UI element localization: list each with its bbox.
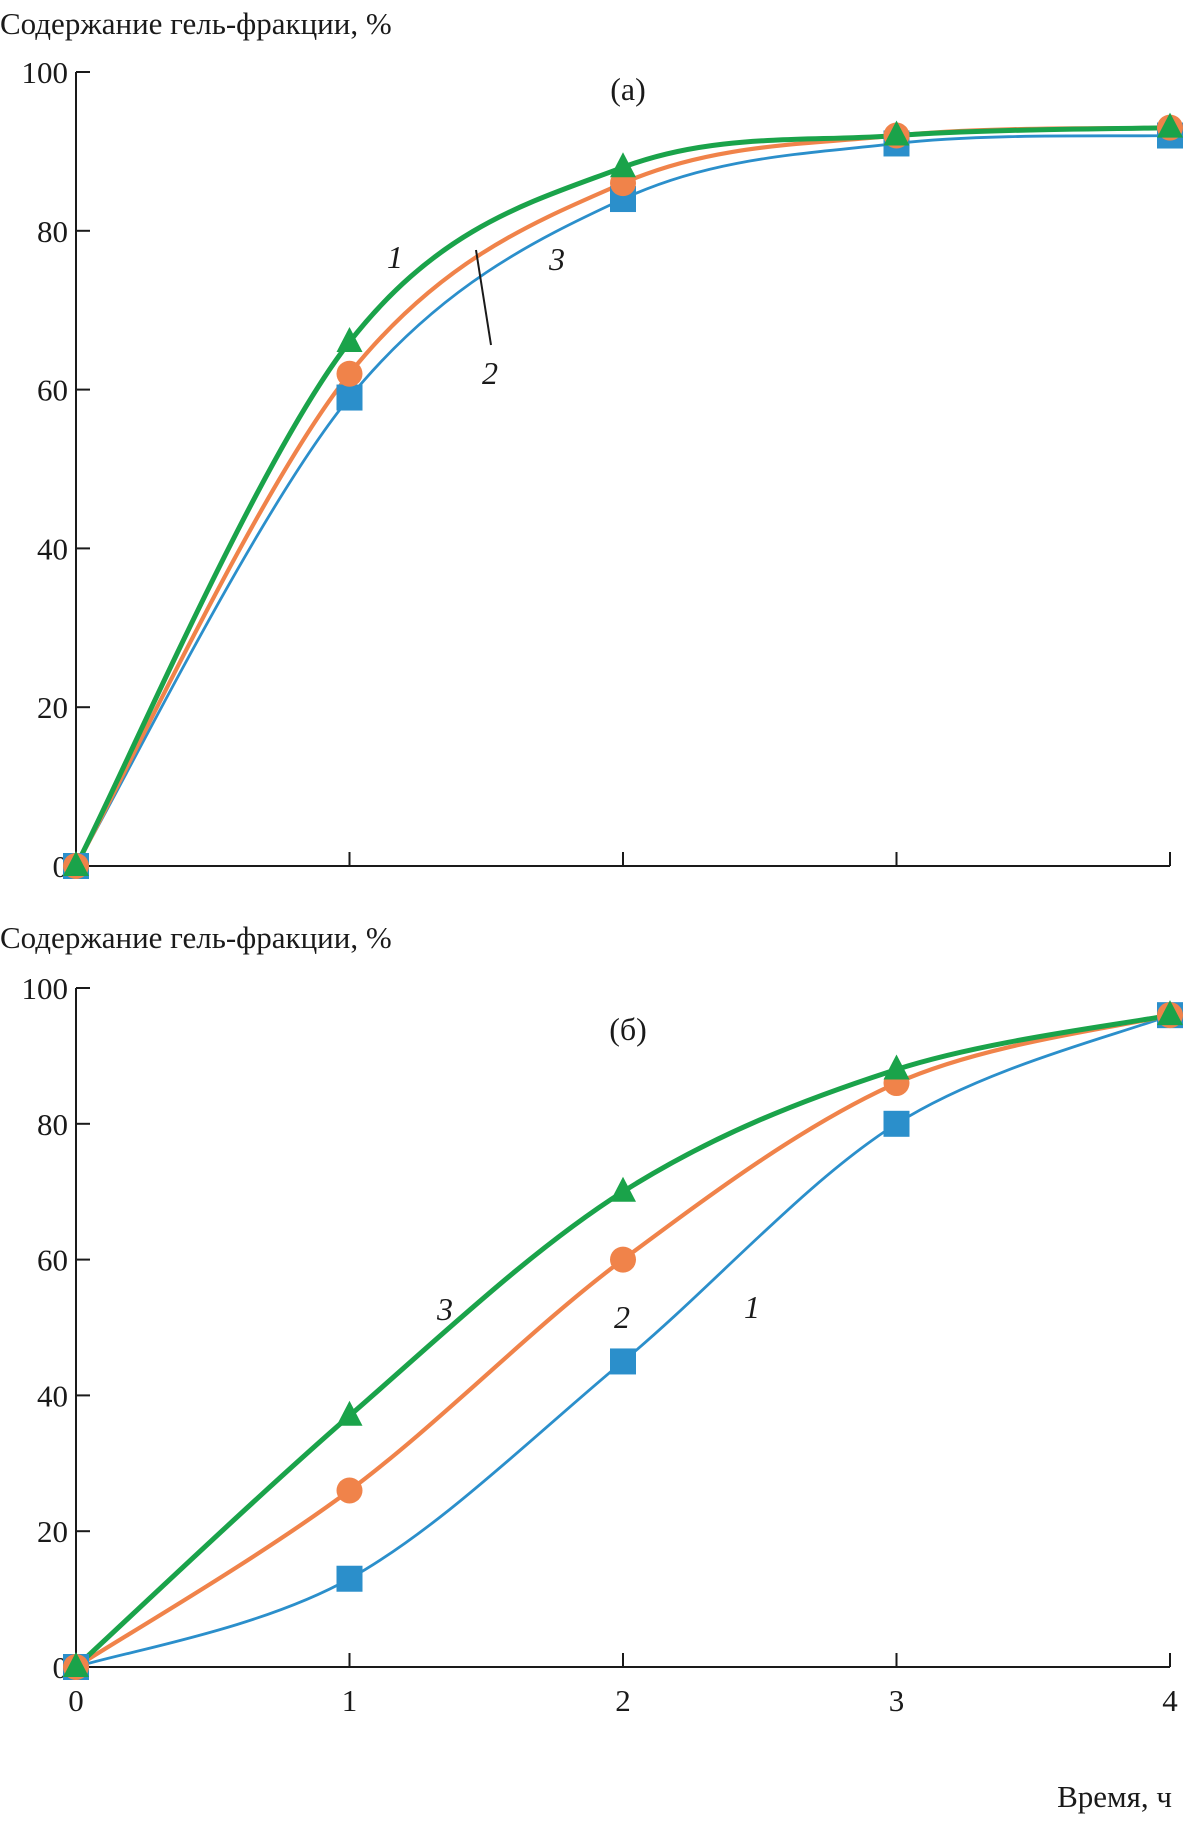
- data-point-triangle: [883, 120, 910, 146]
- curve-label-1: 1: [744, 1289, 760, 1325]
- series-line-2: [74, 1013, 1171, 1669]
- data-point-triangle: [336, 326, 363, 352]
- curve-label-2: 2: [614, 1299, 630, 1335]
- y-tick-label: 20: [37, 690, 68, 725]
- y-tick-label: 60: [37, 373, 68, 408]
- series-line-1: [75, 1013, 1171, 1669]
- x-tick-label: 2: [615, 1683, 631, 1718]
- series-line-3: [74, 1012, 1171, 1669]
- panel-label: (а): [610, 71, 646, 107]
- y-tick-label: 60: [37, 1243, 68, 1278]
- curve-label-1: 1: [387, 239, 403, 275]
- series-line-2: [74, 125, 1171, 868]
- data-point-square: [883, 1110, 910, 1137]
- curve-label-2: 2: [482, 355, 498, 391]
- panel-label: (б): [609, 1011, 647, 1047]
- x-axis-label: Время, ч: [1057, 1779, 1172, 1814]
- data-point-square: [610, 1348, 636, 1375]
- y-tick-label: 40: [37, 531, 68, 566]
- data-point-triangle: [1157, 1000, 1183, 1026]
- data-point-triangle: [610, 152, 636, 178]
- data-point-triangle: [610, 1176, 636, 1202]
- data-point-circle: [610, 1246, 636, 1273]
- x-tick-label: 3: [889, 1683, 905, 1718]
- data-point-circle: [336, 360, 363, 387]
- data-point-triangle: [336, 1400, 363, 1426]
- y-tick-label: 80: [37, 214, 68, 249]
- data-point-triangle: [63, 1652, 89, 1677]
- y-tick-label: 80: [37, 1107, 68, 1142]
- data-point-triangle: [63, 851, 89, 876]
- y-axis-label: Содержание гель-фракции, %: [0, 920, 392, 955]
- curve-label-3: 3: [436, 1291, 453, 1327]
- data-point-triangle: [883, 1054, 910, 1080]
- curve-label-3: 3: [548, 241, 565, 277]
- data-point-square: [336, 384, 363, 411]
- y-tick-label: 40: [37, 1378, 68, 1413]
- data-point-square: [336, 1565, 363, 1592]
- x-tick-label: 0: [68, 1683, 84, 1718]
- series-line-1: [73, 125, 1171, 868]
- y-tick-label: 100: [22, 971, 69, 1006]
- series-line-3: [74, 134, 1171, 867]
- data-point-triangle: [1157, 112, 1183, 138]
- y-tick-label: 100: [22, 55, 69, 90]
- y-tick-label: 20: [37, 1514, 68, 1549]
- data-point-circle: [336, 1477, 363, 1504]
- y-axis-label: Содержание гель-фракции, %: [0, 6, 392, 41]
- curve-label-leader: [475, 249, 492, 346]
- x-tick-label: 4: [1162, 1683, 1178, 1718]
- x-tick-label: 1: [342, 1683, 358, 1718]
